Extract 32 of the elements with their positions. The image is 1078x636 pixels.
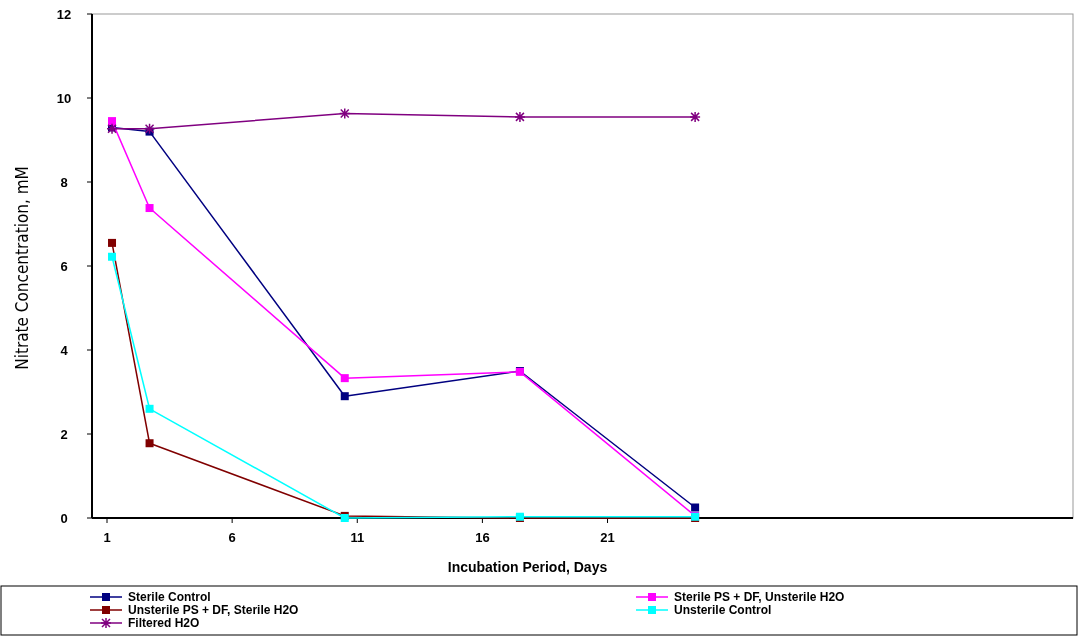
point	[340, 374, 349, 383]
legend-label: Filtered H2O	[128, 616, 200, 631]
legend-label: Unsterile PS + DF, Sterile H2O	[128, 603, 299, 618]
point	[514, 111, 526, 123]
x-tick-label: 16	[475, 530, 490, 545]
y-tick-label: 2	[60, 426, 68, 442]
point	[143, 122, 156, 135]
point	[339, 107, 351, 120]
legend-label: Sterile PS + DF, Unsterile H2O	[674, 590, 845, 605]
y-tick-label: 6	[60, 258, 68, 274]
legend-label: Sterile Control	[128, 590, 211, 605]
point	[108, 117, 117, 126]
point	[145, 404, 154, 413]
point	[145, 204, 154, 213]
y-tick-label: 10	[56, 90, 72, 106]
point	[689, 111, 701, 123]
point	[108, 238, 117, 247]
point	[340, 392, 349, 401]
legend-label: Unsterile Control	[674, 603, 772, 618]
x-tick-label: 11	[350, 530, 365, 545]
x-tick-label: 6	[228, 530, 236, 545]
point	[145, 439, 154, 448]
x-axis-title: Incubation Period, Days	[447, 559, 608, 575]
point	[691, 503, 700, 512]
x-tick-label: 21	[600, 530, 615, 545]
y-tick-label: 12	[56, 6, 72, 22]
y-tick-label: 8	[60, 174, 68, 190]
y-axis-title: Nitrate Concentration, mM	[12, 166, 32, 370]
x-tick-label: 1	[103, 530, 111, 545]
point	[108, 252, 117, 261]
y-tick-label: 4	[60, 342, 69, 358]
y-tick-label: 0	[60, 510, 68, 526]
